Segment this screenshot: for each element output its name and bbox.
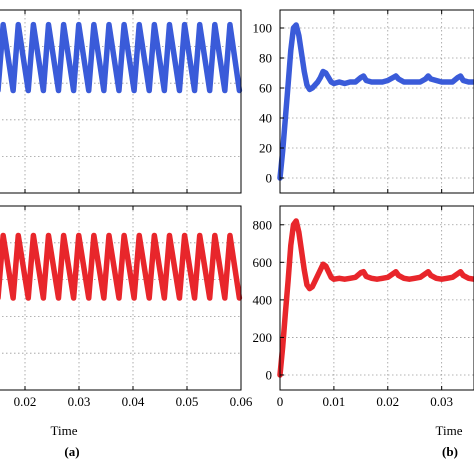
y-tick-label: 0 xyxy=(266,171,273,186)
axes-frame xyxy=(279,205,474,391)
y-tick-label: 80 xyxy=(259,51,272,66)
panel-right-top: 0 20 40 60 80 100 xyxy=(253,9,474,194)
panel-label-a: (a) xyxy=(64,444,79,459)
y-tick-label: 800 xyxy=(253,217,273,232)
axes-frame xyxy=(0,205,242,391)
y-tick-label: 60 xyxy=(259,81,272,96)
x-tick-label: 0 xyxy=(277,394,284,409)
panel-left-bottom: 0.02 0.03 0.04 0.05 0.06 Time xyxy=(0,205,253,438)
x-tick-label: 0.06 xyxy=(230,394,253,409)
panel-left-top xyxy=(0,9,243,194)
x-tick-label: 0.02 xyxy=(376,394,399,409)
y-tick-label: 20 xyxy=(259,141,272,156)
x-tick-label: 0.03 xyxy=(430,394,453,409)
y-tick-label: 200 xyxy=(253,330,273,345)
x-tick-label: 0.01 xyxy=(323,394,346,409)
axes-frame xyxy=(279,9,474,194)
x-axis-label: Time xyxy=(436,423,463,438)
axes-frame xyxy=(0,9,242,194)
x-tick-label: 0.05 xyxy=(176,394,199,409)
y-tick-label: 600 xyxy=(253,255,273,270)
x-tick-label: 0.03 xyxy=(68,394,91,409)
panel-right-bottom: 0 0.01 0.02 0.03 0 200 400 600 800 Time xyxy=(253,205,474,438)
y-tick-label: 100 xyxy=(253,21,273,36)
y-tick-label: 40 xyxy=(259,111,272,126)
series-line-right-bottom xyxy=(277,218,474,378)
y-tick-label: 400 xyxy=(253,292,273,307)
series-line-left-top xyxy=(0,21,243,94)
series-line-left-bottom xyxy=(0,232,243,301)
x-tick-label: 0.02 xyxy=(14,394,37,409)
x-tick-label: 0.04 xyxy=(122,394,145,409)
panel-label-b: (b) xyxy=(442,444,458,459)
y-tick-label: 0 xyxy=(266,367,273,382)
x-axis-label: Time xyxy=(51,423,78,438)
series-line-right-top xyxy=(277,22,474,181)
